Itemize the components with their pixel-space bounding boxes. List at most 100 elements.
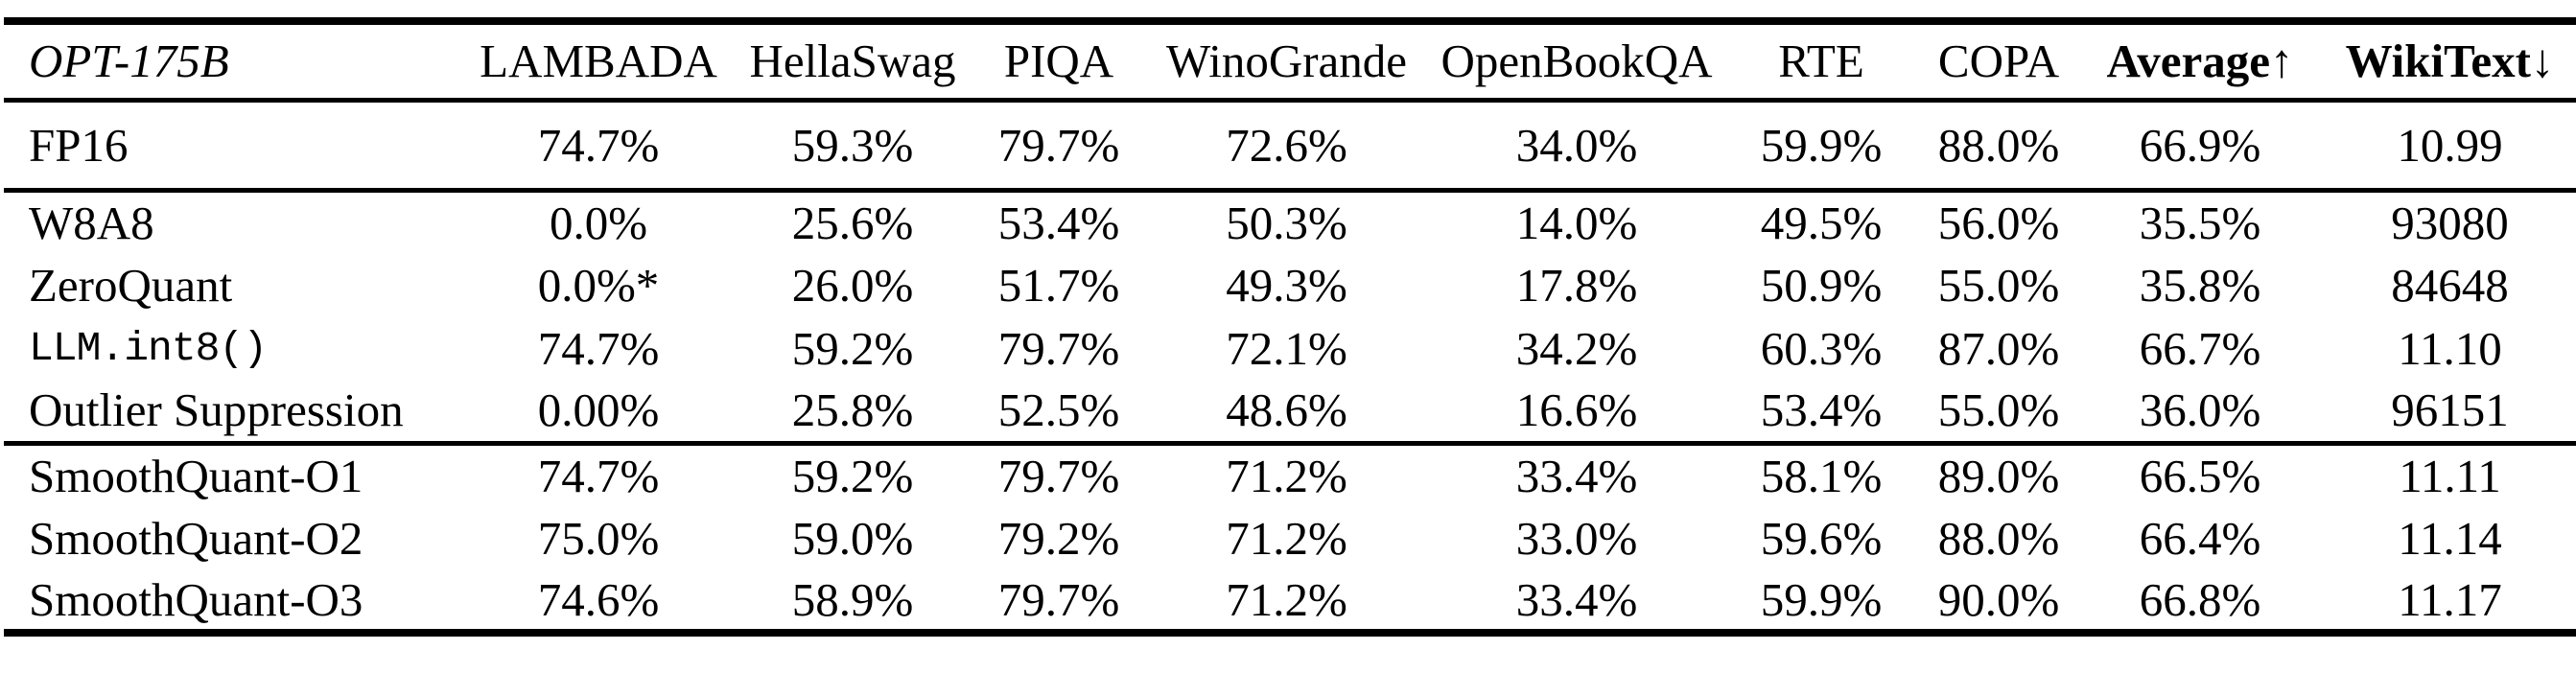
cell-w8a8-copa: 56.0%	[1937, 196, 2060, 249]
row-label-zeroquant: ZeroQuant	[29, 258, 233, 312]
table-row-outlier-suppression: Outlier Suppression 0.00% 25.8% 52.5% 48.6% 1…	[4, 380, 2576, 443]
cell-fp16-average: 66.9%	[2139, 118, 2261, 172]
cell-zeroquant-copa: 55.0%	[1937, 258, 2060, 312]
cell-zeroquant-average: 35.8%	[2139, 258, 2261, 312]
cell-smoothquant-o2-lambada: 75.0%	[537, 511, 660, 565]
table-row-fp16: FP16 74.7% 59.3% 79.7% 72.6% 34.0% 59.9% 88.0% 6…	[4, 100, 2576, 190]
cell-llm-int8-rte: 60.3%	[1760, 321, 1883, 375]
cell-outlier-suppression-wikitext: 96151	[2391, 383, 2509, 437]
cell-llm-int8-winogrande: 72.1%	[1226, 321, 1347, 375]
cell-smoothquant-o2-rte: 59.6%	[1760, 511, 1883, 565]
cell-outlier-suppression-copa: 55.0%	[1937, 383, 2060, 437]
table-row-zeroquant: ZeroQuant 0.0%* 26.0% 51.7% 49.3% 17.8% 50.9% 5…	[4, 253, 2576, 316]
column-header-copa: COPA	[1937, 35, 2060, 88]
table-group-baseline: FP16 74.7% 59.3% 79.7% 72.6% 34.0% 59.9% 88.0% 6…	[4, 100, 2576, 190]
cell-fp16-rte: 59.9%	[1760, 118, 1883, 172]
column-header-lambada: LAMBADA	[480, 35, 717, 88]
cell-fp16-wikitext: 10.99	[2397, 118, 2503, 172]
cell-smoothquant-o2-wikitext: 11.14	[2398, 511, 2502, 565]
cell-zeroquant-winogrande: 49.3%	[1226, 258, 1347, 312]
cell-smoothquant-o3-copa: 90.0%	[1937, 572, 2060, 626]
cell-smoothquant-o1-wikitext: 11.11	[2399, 449, 2501, 502]
cell-w8a8-openbookqa: 14.0%	[1515, 196, 1638, 249]
table-row-smoothquant-o1: SmoothQuant-O1 74.7% 59.2% 79.7% 71.2% 33.4% 5…	[4, 443, 2576, 506]
table-row-smoothquant-o2: SmoothQuant-O2 75.0% 59.0% 79.2% 71.2% 33.0% 5…	[4, 506, 2576, 569]
table-row-llm-int8: LLM.int8() 74.7% 59.2% 79.7% 72.1% 34.2% 60.3%…	[4, 316, 2576, 380]
cell-smoothquant-o1-lambada: 74.7%	[537, 449, 660, 502]
model-name-header: OPT-175B	[29, 35, 229, 88]
row-label-smoothquant-o2: SmoothQuant-O2	[29, 511, 363, 565]
cell-smoothquant-o1-hellaswag: 59.2%	[791, 449, 914, 502]
cell-smoothquant-o3-winogrande: 71.2%	[1226, 572, 1347, 626]
cell-smoothquant-o1-rte: 58.1%	[1760, 449, 1883, 502]
cell-smoothquant-o1-piqa: 79.7%	[997, 449, 1120, 502]
header-row: OPT-175B LAMBADA HellaSwag PIQA WinoGrande O…	[4, 21, 2576, 100]
table-header: OPT-175B LAMBADA HellaSwag PIQA WinoGrande O…	[4, 21, 2576, 100]
cell-outlier-suppression-hellaswag: 25.8%	[791, 383, 914, 437]
cell-zeroquant-hellaswag: 26.0%	[791, 258, 914, 312]
column-header-piqa: PIQA	[1003, 35, 1114, 88]
cell-w8a8-average: 35.5%	[2139, 196, 2261, 249]
benchmark-results-table: OPT-175B LAMBADA HellaSwag PIQA WinoGrande O…	[4, 17, 2576, 637]
cell-smoothquant-o2-openbookqa: 33.0%	[1515, 511, 1638, 565]
cell-llm-int8-average: 66.7%	[2139, 321, 2261, 375]
cell-smoothquant-o2-average: 66.4%	[2139, 511, 2261, 565]
table-group-prior-methods: W8A8 0.0% 25.6% 53.4% 50.3% 14.0% 49.5% 56.0% 35…	[4, 190, 2576, 443]
cell-smoothquant-o3-lambada: 74.6%	[537, 572, 660, 626]
cell-w8a8-rte: 49.5%	[1760, 196, 1883, 249]
cell-smoothquant-o3-piqa: 79.7%	[997, 572, 1120, 626]
row-label-outlier-suppression: Outlier Suppression	[29, 383, 404, 437]
cell-smoothquant-o1-copa: 89.0%	[1937, 449, 2060, 502]
cell-outlier-suppression-piqa: 52.5%	[997, 383, 1120, 437]
cell-outlier-suppression-rte: 53.4%	[1760, 383, 1883, 437]
cell-smoothquant-o1-openbookqa: 33.4%	[1515, 449, 1638, 502]
cell-llm-int8-hellaswag: 59.2%	[791, 321, 914, 375]
cell-zeroquant-rte: 50.9%	[1760, 258, 1883, 312]
cell-w8a8-winogrande: 50.3%	[1226, 196, 1347, 249]
table-row-smoothquant-o3: SmoothQuant-O3 74.6% 58.9% 79.7% 71.2% 33.4% 5…	[4, 569, 2576, 633]
cell-smoothquant-o3-rte: 59.9%	[1760, 572, 1883, 626]
cell-zeroquant-wikitext: 84648	[2391, 258, 2509, 312]
cell-zeroquant-openbookqa: 17.8%	[1515, 258, 1638, 312]
cell-smoothquant-o1-winogrande: 71.2%	[1226, 449, 1347, 502]
cell-llm-int8-wikitext: 11.10	[2398, 321, 2502, 375]
cell-zeroquant-piqa: 51.7%	[997, 258, 1120, 312]
cell-outlier-suppression-openbookqa: 16.6%	[1515, 383, 1638, 437]
cell-outlier-suppression-lambada: 0.00%	[537, 383, 660, 437]
column-header-rte: RTE	[1778, 35, 1864, 88]
cell-smoothquant-o1-average: 66.5%	[2139, 449, 2261, 502]
cell-llm-int8-openbookqa: 34.2%	[1515, 321, 1638, 375]
row-label-smoothquant-o1: SmoothQuant-O1	[29, 449, 363, 502]
cell-smoothquant-o3-average: 66.8%	[2139, 572, 2261, 626]
column-header-hellaswag: HellaSwag	[749, 35, 956, 88]
column-header-openbookqa: OpenBookQA	[1440, 35, 1713, 88]
cell-w8a8-piqa: 53.4%	[997, 196, 1120, 249]
cell-w8a8-wikitext: 93080	[2391, 196, 2509, 249]
cell-fp16-hellaswag: 59.3%	[791, 118, 914, 172]
row-label-fp16: FP16	[29, 118, 129, 172]
cell-smoothquant-o2-piqa: 79.2%	[997, 511, 1120, 565]
cell-fp16-lambada: 74.7%	[537, 118, 660, 172]
table-group-smoothquant: SmoothQuant-O1 74.7% 59.2% 79.7% 71.2% 33.4% 5…	[4, 443, 2576, 633]
cell-smoothquant-o2-winogrande: 71.2%	[1226, 511, 1347, 565]
cell-smoothquant-o3-wikitext: 11.17	[2398, 572, 2502, 626]
row-label-llm-int8: LLM.int8()	[29, 324, 268, 372]
cell-smoothquant-o3-openbookqa: 33.4%	[1515, 572, 1638, 626]
cell-llm-int8-piqa: 79.7%	[997, 321, 1120, 375]
column-header-wikitext: WikiText↓	[2345, 35, 2555, 88]
table-row-w8a8: W8A8 0.0% 25.6% 53.4% 50.3% 14.0% 49.5% 56.0% 35…	[4, 190, 2576, 253]
cell-smoothquant-o3-hellaswag: 58.9%	[791, 572, 914, 626]
cell-smoothquant-o2-copa: 88.0%	[1937, 511, 2060, 565]
row-label-smoothquant-o3: SmoothQuant-O3	[29, 572, 363, 626]
column-header-average: Average↑	[2106, 35, 2294, 88]
cell-smoothquant-o2-hellaswag: 59.0%	[791, 511, 914, 565]
cell-outlier-suppression-winogrande: 48.6%	[1226, 383, 1347, 437]
cell-zeroquant-lambada: 0.0%*	[537, 258, 660, 312]
cell-fp16-copa: 88.0%	[1937, 118, 2060, 172]
column-header-winogrande: WinoGrande	[1165, 35, 1408, 88]
row-label-w8a8: W8A8	[29, 196, 154, 249]
cell-fp16-winogrande: 72.6%	[1226, 118, 1347, 172]
cell-llm-int8-lambada: 74.7%	[537, 321, 660, 375]
cell-w8a8-lambada: 0.0%	[549, 196, 648, 249]
